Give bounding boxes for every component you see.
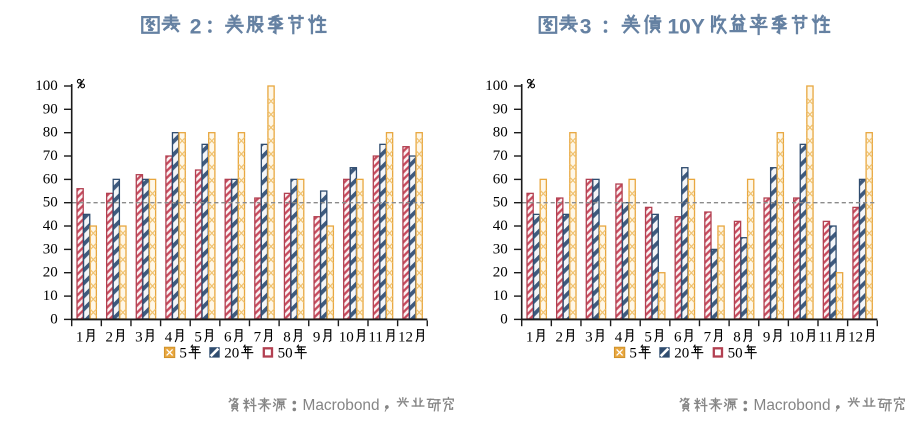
svg-text:30: 30 <box>493 241 508 257</box>
svg-text:20: 20 <box>43 265 58 281</box>
svg-text:1: 1 <box>76 329 84 345</box>
svg-text:12: 12 <box>848 329 863 345</box>
svg-text:100: 100 <box>485 78 508 94</box>
svg-text:10: 10 <box>43 288 58 304</box>
svg-text:20: 20 <box>224 345 239 361</box>
svg-text:10: 10 <box>339 329 354 345</box>
svg-text:3: 3 <box>135 329 143 345</box>
svg-text:3: 3 <box>585 329 593 345</box>
svg-text:20: 20 <box>674 345 689 361</box>
svg-text:12: 12 <box>398 329 413 345</box>
svg-text:40: 40 <box>43 218 58 234</box>
svg-text:5: 5 <box>194 329 202 345</box>
svg-text:4: 4 <box>615 329 623 345</box>
svg-text:1: 1 <box>526 329 534 345</box>
svg-text:50: 50 <box>493 195 508 211</box>
svg-text:30: 30 <box>43 241 58 257</box>
svg-text:50: 50 <box>278 345 293 361</box>
svg-text:60: 60 <box>43 171 58 187</box>
svg-text:70: 70 <box>43 148 58 164</box>
svg-text:6: 6 <box>224 329 232 345</box>
svg-text:3: 3 <box>580 16 592 39</box>
svg-text:10: 10 <box>493 288 508 304</box>
svg-text:0: 0 <box>500 311 508 327</box>
svg-text:5: 5 <box>629 345 637 361</box>
svg-text:8: 8 <box>283 329 291 345</box>
svg-text:7: 7 <box>704 329 712 345</box>
svg-text:80: 80 <box>493 125 508 141</box>
svg-text:Macrobond: Macrobond <box>754 397 831 414</box>
svg-text:70: 70 <box>493 148 508 164</box>
svg-text:2: 2 <box>556 329 564 345</box>
svg-text:9: 9 <box>763 329 771 345</box>
svg-text:4: 4 <box>165 329 173 345</box>
svg-text:80: 80 <box>43 125 58 141</box>
svg-text:6: 6 <box>674 329 682 345</box>
svg-text:60: 60 <box>493 171 508 187</box>
svg-text:10Y: 10Y <box>668 16 705 39</box>
svg-text:8: 8 <box>733 329 741 345</box>
svg-text:50: 50 <box>43 195 58 211</box>
svg-text:5: 5 <box>644 329 652 345</box>
svg-text:100: 100 <box>35 78 58 94</box>
svg-text:11: 11 <box>368 329 382 345</box>
svg-text:2: 2 <box>106 329 114 345</box>
svg-text:90: 90 <box>493 101 508 117</box>
svg-text:40: 40 <box>493 218 508 234</box>
svg-text:11: 11 <box>818 329 832 345</box>
svg-text:50: 50 <box>728 345 743 361</box>
svg-text:2: 2 <box>190 16 202 39</box>
svg-text:Macrobond: Macrobond <box>303 397 380 414</box>
svg-text:7: 7 <box>254 329 262 345</box>
svg-text:5: 5 <box>179 345 187 361</box>
svg-text:9: 9 <box>313 329 321 345</box>
svg-text:0: 0 <box>50 311 58 327</box>
svg-text:10: 10 <box>789 329 804 345</box>
svg-text:20: 20 <box>493 265 508 281</box>
svg-text:90: 90 <box>43 101 58 117</box>
